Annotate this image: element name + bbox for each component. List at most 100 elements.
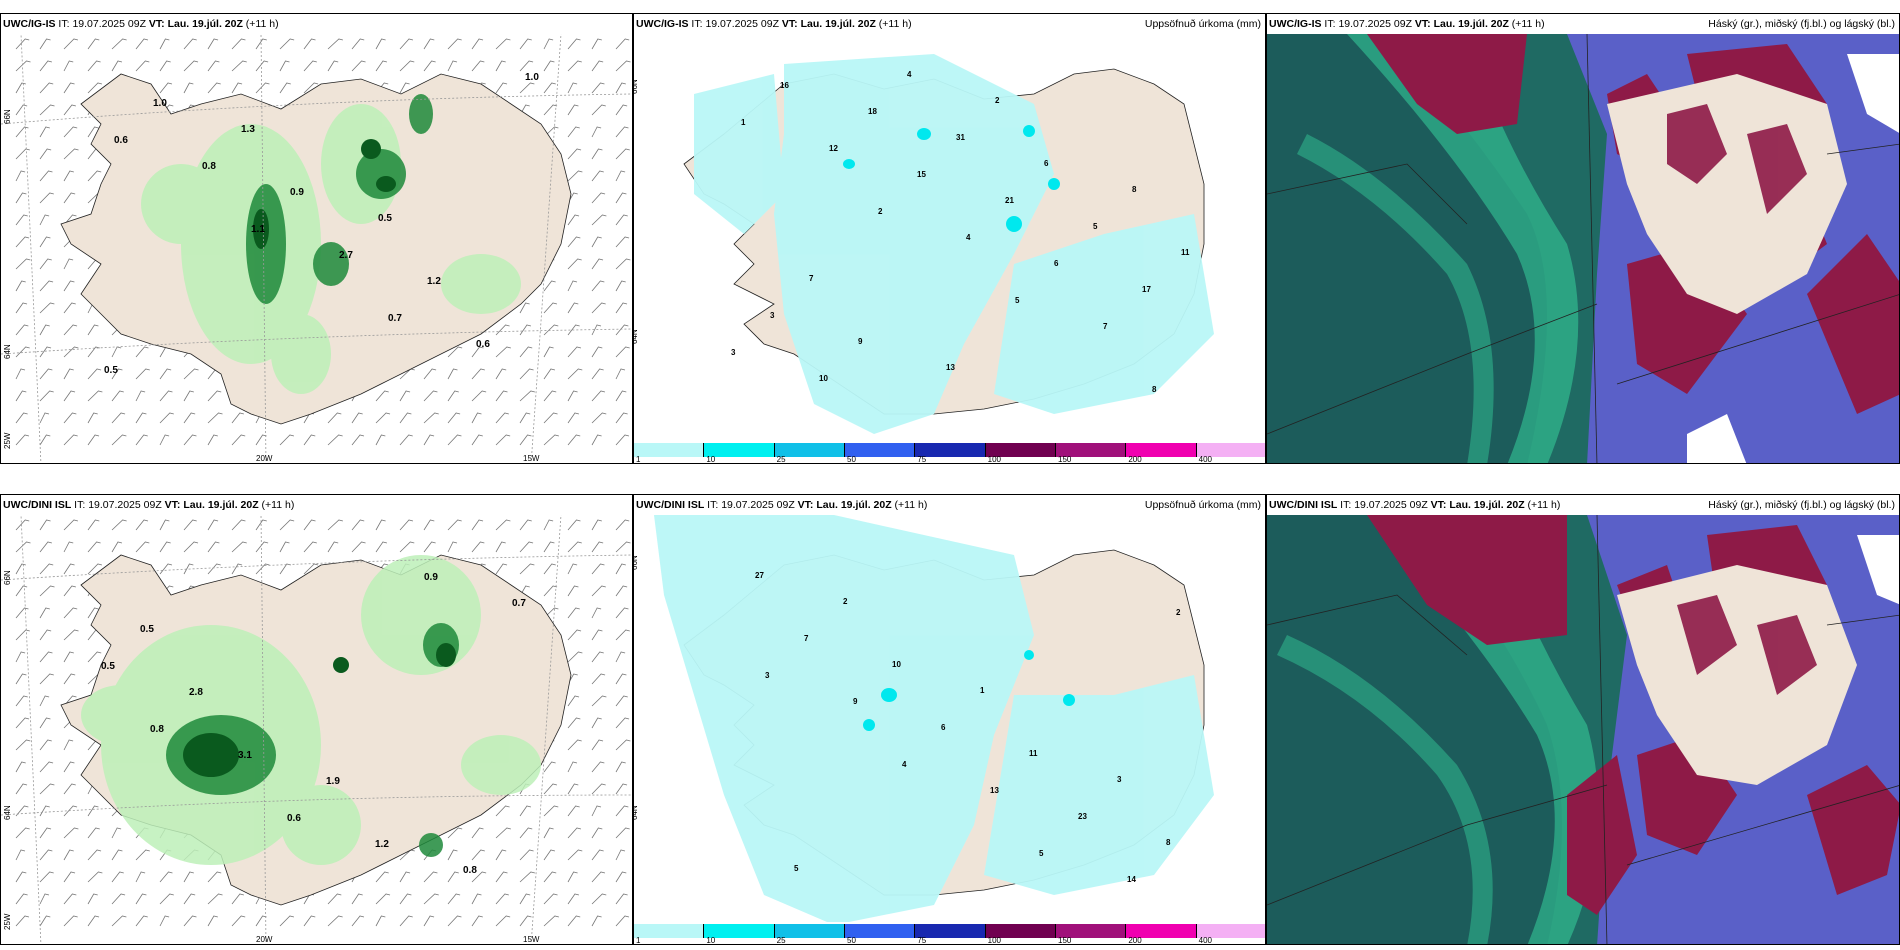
wind-barb [15,893,28,905]
value-label: 8 [1132,185,1137,194]
wind-barb [111,519,127,531]
wind-barb [567,915,581,927]
wind-barb [351,38,365,50]
value-label: 0.9 [290,187,304,198]
colorbar-swatch [774,443,845,457]
wind-barb [303,82,319,94]
wind-barb [63,280,75,292]
wind-barb [111,893,126,905]
wind-barb [111,60,123,72]
value-label: 1.1 [251,224,265,235]
vt-label: VT: [164,499,181,511]
wind-barb [543,368,556,380]
value-label: 5 [1093,222,1098,231]
colorbar-swatch [845,443,916,457]
wind-barb [183,519,197,531]
wind-barb [519,38,532,50]
wind-barb [543,893,558,905]
wind-barb [567,717,581,729]
wind-barb [423,38,435,50]
wind-barb [303,519,316,531]
lat-label-64: 64N [633,805,639,820]
it-label: IT: [1324,18,1336,30]
wind-barb [303,915,316,927]
wind-barb [135,346,149,358]
wind-barb [15,519,30,531]
value-label: 14 [1127,875,1136,884]
wind-barb [39,783,55,795]
wind-barb [615,761,626,773]
model-name: UWC/DINI ISL [1269,499,1338,511]
wind-barb [495,434,511,446]
init-time: 19.07.2025 09Z [88,499,162,511]
wind-barb [135,390,146,402]
wind-barb [399,390,411,402]
wind-barb [39,739,52,751]
wind-barb [615,192,627,204]
wind-barb [615,739,631,751]
colorbar-label: 150 [1058,455,1072,464]
wind-barb [543,38,554,50]
wind-barb [279,60,290,72]
wind-barb [615,302,628,314]
panel-header: UWC/DINI ISL IT: 19.07.2025 09Z VT: Lau.… [1267,495,1899,515]
wind-barb [615,390,627,402]
wind-barb [111,390,124,402]
it-label: IT: [74,499,86,511]
wind-barb [63,805,78,817]
wind-barb [279,82,291,94]
wind-barb [183,82,194,94]
wind-barb [399,871,411,883]
wind-barb [231,412,244,424]
wind-barb [495,849,507,861]
wind-barb [591,629,603,641]
wind-barb [567,805,580,817]
wind-barb [87,434,100,446]
colorbar-swatch [704,443,775,457]
wind-barb [591,541,604,553]
colorbar-label: 1 [636,455,641,464]
wind-barb [231,82,243,94]
wind-barb [519,324,532,336]
wind-barb [447,827,463,839]
value-label: 1.3 [241,124,255,135]
wind-barb [375,871,389,883]
wind-barb [183,563,194,575]
wind-barb [111,871,124,883]
wind-barb [591,434,602,446]
wind-barb [615,915,630,927]
wind-barb [87,563,103,575]
wind-barb [543,434,559,446]
wind-barb [135,849,150,861]
wind-barb [87,324,99,336]
wind-barb [15,629,30,641]
wind-barb [15,563,26,575]
wind-barb [495,871,508,883]
wind-barb [63,541,74,553]
wind-barb [615,783,628,795]
value-label: 3 [1117,775,1122,784]
wind-barb [519,519,532,531]
wind-barb [567,629,582,641]
wind-barb [591,104,606,116]
wind-barb [15,412,28,424]
wind-barb [135,38,149,50]
wind-barb [183,60,199,72]
wind-barb [423,434,435,446]
wind-barb [591,651,604,663]
value-label: 0.8 [150,724,164,735]
wind-barb [63,434,78,446]
value-label: 0.5 [140,624,154,635]
wind-barb [135,368,150,380]
wind-barb [543,302,558,314]
panel-header: UWC/DINI ISL IT: 19.07.2025 09Z VT: Lau.… [1,495,632,515]
wind-barb [399,541,415,553]
wind-barb [591,739,604,751]
valid-time: Lau. 19.júl. 20Z [167,18,243,30]
wind-barb [279,563,291,575]
wind-barb [567,651,583,663]
wind-barb [447,412,461,424]
wind-barb [591,827,603,839]
value-label: 18 [868,107,877,116]
wind-barb [471,871,487,883]
